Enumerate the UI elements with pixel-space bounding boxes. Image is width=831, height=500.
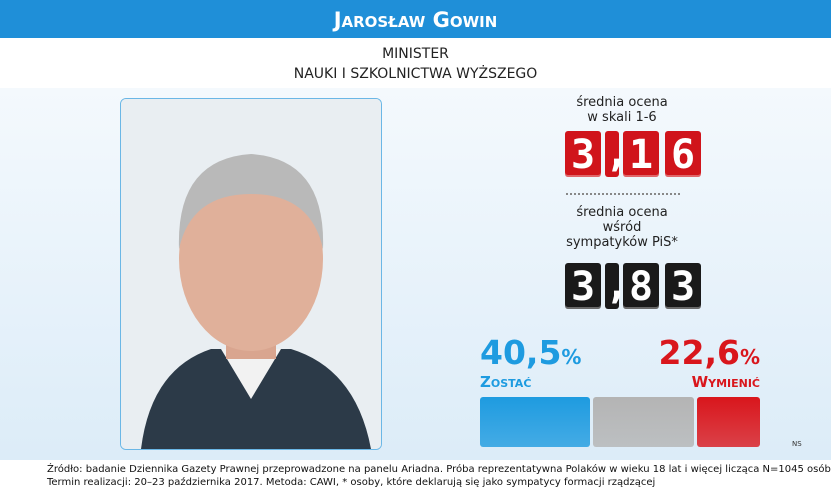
tile-comma: , <box>605 130 630 177</box>
tile-comma: , <box>605 262 630 309</box>
portrait-placeholder <box>121 99 381 449</box>
author: NS <box>792 440 802 448</box>
role: MINISTER NAUKI I SZKOLNICTWA WYŻSZEGO <box>0 44 831 84</box>
poll-option: Wymienić <box>691 373 760 391</box>
percent-sign: % <box>739 345 760 369</box>
bar-segment <box>480 397 591 447</box>
digit-tile: 3 <box>565 263 601 310</box>
caption-line: wśród <box>602 220 642 235</box>
score-caption: średnia ocena wśród sympatyków PiS* <box>530 205 714 250</box>
caption-line: średnia ocena <box>576 205 668 220</box>
separator <box>566 193 680 195</box>
score-caption: średnia ocena w skali 1-6 <box>530 95 714 125</box>
caption-line: sympatyków PiS* <box>566 235 678 250</box>
footer-line: Źródło: badanie Dziennika Gazety Prawnej… <box>47 464 831 475</box>
name-title: Jarosław Gowin <box>0 0 831 38</box>
footer-line: Termin realizacji: 20–23 października 20… <box>47 477 656 488</box>
portrait <box>120 98 382 450</box>
poll-percent: 22,6% <box>658 333 760 372</box>
digit-tile: 3 <box>665 263 701 310</box>
bar-segment <box>696 397 760 447</box>
digit-tile: 6 <box>665 131 701 178</box>
poll-percent: 40,5% <box>480 333 582 372</box>
role-line: NAUKI I SZKOLNICTWA WYŻSZEGO <box>293 66 538 82</box>
caption-line: średnia ocena <box>576 95 668 110</box>
digit-tile: 3 <box>565 131 601 178</box>
caption-line: w skali 1-6 <box>587 110 657 125</box>
role-line: MINISTER <box>382 46 449 62</box>
poll-option: Zostać <box>480 373 532 391</box>
footer: Źródło: badanie Dziennika Gazety Prawnej… <box>47 463 831 489</box>
digit-tile: 8 <box>623 263 659 310</box>
digit-tile: 1 <box>623 131 659 178</box>
percent-sign: % <box>561 345 582 369</box>
bar-remainder <box>593 397 694 447</box>
